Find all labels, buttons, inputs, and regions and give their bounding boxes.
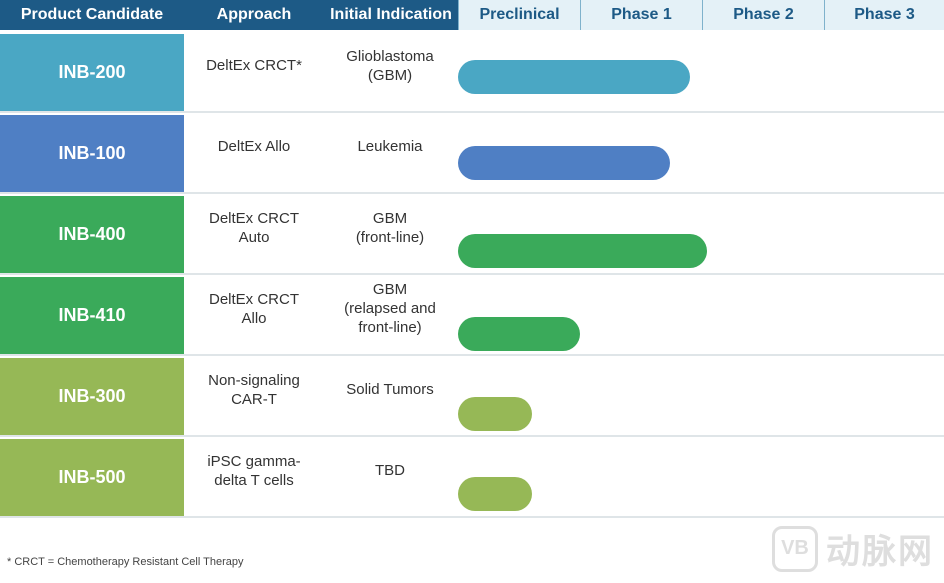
approach-label: DeltEx CRCT Allo [208,290,299,327]
pipeline-row: INB-410 DeltEx CRCT Allo GBM (relapsed and… [0,277,944,356]
indication-label: Leukemia [357,138,423,155]
header-phase-3: Phase 3 [824,0,944,30]
approach-label: DeltEx CRCT Auto [208,209,299,246]
candidate-label: INB-300 [0,358,184,435]
progress-bar [458,477,532,511]
candidate-label: INB-410 [0,277,184,354]
pipeline-row: INB-500 iPSC gamma- delta T cells TBD [0,439,944,518]
pipeline-row: INB-200 DeltEx CRCT* Glioblastoma (GBM) [0,34,944,113]
approach-label: DeltEx CRCT* [206,57,302,74]
header-approach: Approach [184,0,324,30]
approach-label: DeltEx Allo [217,138,291,155]
indication-label: Glioblastoma (GBM) [346,47,434,84]
candidate-label: INB-500 [0,439,184,516]
progress-bar [458,317,580,351]
header-initial-indication: Initial Indication [324,0,458,30]
progress-bar [458,146,670,180]
watermark-logo: VB [772,525,818,572]
indication-label: Solid Tumors [346,381,434,398]
header-phase-2: Phase 2 [702,0,824,30]
candidate-label: INB-400 [0,196,184,273]
header-phase-preclinical: Preclinical [458,0,580,30]
indication-label: GBM (front-line) [355,209,425,246]
header-phase-1: Phase 1 [580,0,702,30]
progress-bar [458,397,532,431]
watermark-text: 动脉网 [826,533,934,571]
indication-label: TBD [375,462,405,479]
progress-bar [458,234,707,268]
progress-bar [458,60,690,94]
footnote: * CRCT = Chemotherapy Resistant Cell The… [7,556,244,568]
approach-label: Non-signaling CAR-T [208,371,300,408]
approach-label: iPSC gamma- delta T cells [207,452,301,489]
pipeline-row: INB-300 Non-signaling CAR-T Solid Tumors [0,358,944,437]
candidate-label: INB-200 [0,34,184,111]
candidate-label: INB-100 [0,115,184,192]
watermark: VB 动脉网 [772,524,934,573]
pipeline-row: INB-100 DeltEx Allo Leukemia [0,115,944,194]
pipeline-row: INB-400 DeltEx CRCT Auto GBM (front-line) [0,196,944,275]
header-product-candidate: Product Candidate [0,0,184,30]
indication-label: GBM (relapsed and front-line) [344,281,436,336]
